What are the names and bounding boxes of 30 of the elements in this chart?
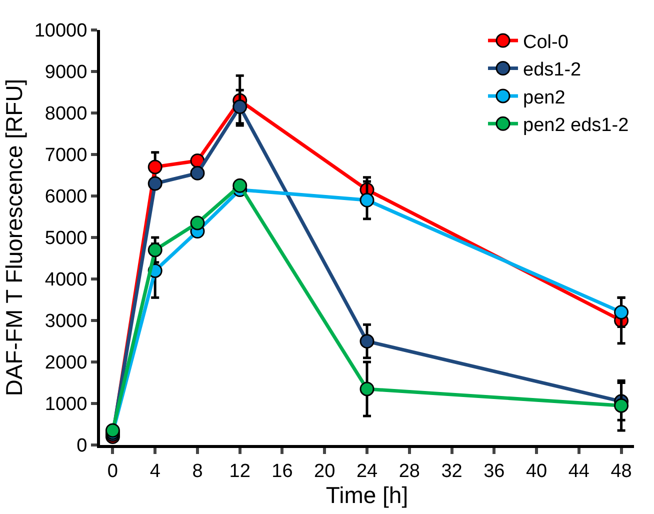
x-tick-label: 24 xyxy=(356,460,378,482)
y-tick-label: 2000 xyxy=(44,352,88,374)
x-tick-label: 48 xyxy=(610,460,632,482)
x-tick-label: 40 xyxy=(526,460,548,482)
x-tick-label: 0 xyxy=(107,460,118,482)
x-tick-label: 16 xyxy=(272,460,293,482)
x-tick-label: 4 xyxy=(150,460,161,482)
y-tick-label: 4000 xyxy=(44,270,88,291)
y-axis-title: DAF-FM T Fluorescence [RFU] xyxy=(0,78,27,396)
legend-label: pen2 xyxy=(523,87,566,108)
y-tick-label: 10000 xyxy=(34,20,88,42)
y-tick-label: 8000 xyxy=(44,104,88,125)
x-tick-label: 44 xyxy=(568,460,590,482)
x-tick-label: 32 xyxy=(441,460,462,482)
legend-label: eds1-2 xyxy=(523,60,582,81)
legend-label: Col-0 xyxy=(523,32,568,53)
y-tick-label: 0 xyxy=(76,436,88,457)
legend-label: pen2 eds1-2 xyxy=(523,115,629,136)
y-tick-label: 1000 xyxy=(44,394,88,416)
x-tick-label: 28 xyxy=(398,460,420,482)
y-tick-label: 6000 xyxy=(44,186,88,208)
y-tick-label: 3000 xyxy=(44,311,88,332)
y-tick-label: 9000 xyxy=(44,62,88,84)
x-tick-label: 36 xyxy=(484,460,505,482)
x-tick-label: 12 xyxy=(229,460,250,482)
y-tick-label: 7000 xyxy=(44,145,88,166)
x-axis-title: Time [h] xyxy=(326,482,408,508)
x-tick-label: 20 xyxy=(314,460,336,482)
y-tick-label: 5000 xyxy=(44,228,88,250)
x-tick-label: 8 xyxy=(192,460,203,482)
